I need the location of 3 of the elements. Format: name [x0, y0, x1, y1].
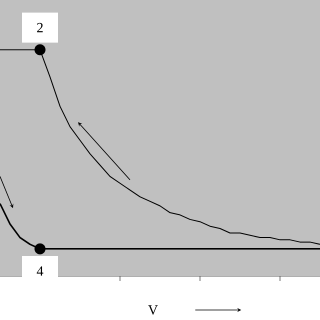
annotation: 4 — [36, 266, 44, 276]
x-axis-title: V — [148, 305, 158, 315]
annotation: 2 — [37, 22, 43, 32]
